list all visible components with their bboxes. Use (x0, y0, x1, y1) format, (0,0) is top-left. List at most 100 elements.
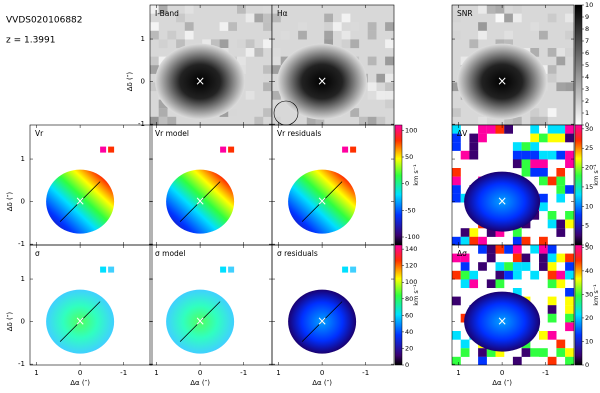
noise-pixel (556, 168, 566, 177)
noise-pixel (263, 73, 272, 83)
noise-pixel (367, 56, 377, 66)
colorbar-tick-label: 20 (405, 344, 413, 352)
noise-pixel (530, 168, 540, 177)
noise-pixel (486, 253, 496, 263)
noise-pixel (486, 348, 496, 357)
noise-pixel (452, 142, 461, 151)
noise-pixel (158, 99, 168, 109)
noise-pixel (324, 13, 333, 23)
x-tick-label: 0 (78, 369, 82, 377)
noise-pixel (263, 65, 272, 74)
kinematic-axis (301, 181, 343, 222)
noise-pixel (385, 99, 394, 109)
noise-pixel (452, 125, 461, 134)
noise-pixel (565, 305, 574, 314)
noise-pixel (547, 305, 557, 314)
noise-pixel (512, 288, 522, 297)
colorbar-label: km s⁻¹ (592, 164, 600, 186)
noise-pixel (228, 108, 238, 117)
noise-pixel (452, 296, 461, 306)
noise-pixel (452, 133, 461, 143)
panel-image (166, 146, 235, 234)
noise-pixel (478, 116, 487, 125)
noise-pixel (556, 322, 566, 332)
noise-pixel (556, 133, 566, 143)
noise-pixel (504, 262, 513, 271)
noise-pixel (272, 91, 281, 100)
noise-pixel (512, 262, 522, 271)
noise-pixel (452, 13, 461, 23)
noise-pixel (521, 159, 531, 169)
noise-pixel (556, 185, 566, 194)
noise-pixel (530, 356, 540, 365)
noise-pixel (452, 193, 461, 203)
noise-pixel (376, 91, 386, 100)
colorbar-tick-label: 1 (585, 109, 589, 117)
noise-pixel (565, 82, 574, 92)
noise-pixel (452, 176, 461, 186)
noise-pixel (512, 5, 522, 14)
noise-pixel (547, 125, 557, 134)
noise-pixel (150, 56, 159, 66)
x-axis-label: Δα (″) (312, 379, 332, 387)
colorbar-tick-label: 20 (585, 314, 593, 322)
y-axis-label: Δδ (″) (126, 72, 134, 92)
noise-pixel (452, 356, 461, 365)
noise-pixel (452, 168, 461, 177)
x-tick-label: -1 (240, 369, 247, 377)
noise-pixel (495, 125, 505, 134)
noise-pixel (556, 211, 566, 220)
noise-pixel (565, 356, 574, 365)
colorbar (394, 244, 403, 366)
noise-pixel (452, 108, 461, 117)
noise-pixel (504, 125, 513, 134)
noise-pixel (460, 236, 470, 245)
panel-image (452, 245, 574, 365)
noise-pixel (521, 262, 531, 271)
noise-pixel (565, 30, 574, 40)
noise-pixel (547, 211, 557, 220)
noise-pixel (565, 48, 574, 57)
noise-pixel (158, 5, 168, 14)
noise-pixel (486, 270, 496, 280)
colorbar-tick-label: 50 (585, 243, 593, 251)
noise-pixel (272, 56, 281, 66)
noise-pixel (460, 288, 470, 297)
colorbar-tick-label: 20 (585, 164, 593, 172)
noise-pixel (150, 5, 159, 14)
noise-pixel (547, 133, 557, 143)
noise-pixel (530, 22, 540, 31)
colorbar-tick-label: 7 (585, 37, 589, 45)
noise-pixel (547, 176, 557, 186)
colorbar-tick-label: 30 (585, 290, 593, 298)
noise-pixel (341, 30, 351, 40)
source (155, 43, 246, 120)
noise-pixel (547, 13, 557, 23)
noise-pixel (460, 253, 470, 263)
noise-pixel (565, 13, 574, 23)
panel-label: Hα (277, 9, 288, 18)
noise-pixel (245, 48, 255, 57)
colorbar-tick-label: 2 (585, 97, 589, 105)
noise-pixel (556, 228, 566, 237)
x-tick-label: -1 (120, 369, 127, 377)
y-tick-label: 0 (21, 198, 25, 206)
noise-pixel (367, 91, 377, 100)
y-tick-label: 0 (141, 78, 145, 86)
noise-pixel (478, 245, 487, 254)
noise-pixel (452, 236, 461, 245)
panel-image (452, 5, 574, 125)
y-tick-label: 1 (141, 35, 145, 43)
noise-pixel (184, 22, 194, 31)
noise-pixel (521, 236, 531, 245)
colorbar-tick-label: 40 (405, 328, 413, 336)
noise-pixel (565, 133, 574, 143)
noise-pixel (245, 91, 255, 100)
noise-pixel (565, 322, 574, 332)
noise-pixel (521, 142, 531, 151)
noise-pixel (263, 108, 272, 117)
noise-pixel (245, 13, 255, 23)
noise-pixel (486, 125, 496, 134)
noise-pixel (469, 133, 479, 143)
panel-label: σ residuals (277, 249, 318, 258)
